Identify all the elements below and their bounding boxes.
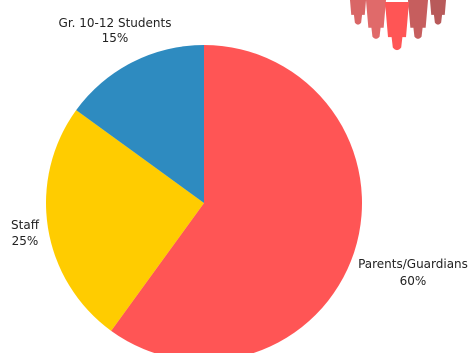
person-figure <box>385 2 409 51</box>
people-group-icon <box>349 0 447 51</box>
slice-label-parents: Parents/Guardians 60% <box>358 257 468 288</box>
slice-label-staff-name: Staff <box>11 218 40 232</box>
person-figure <box>349 0 367 25</box>
person-figure <box>429 0 447 25</box>
slice-label-parents-name: Parents/Guardians <box>358 257 468 271</box>
person-body-shape <box>385 2 409 51</box>
slice-label-students-name: Gr. 10-12 Students <box>59 16 172 30</box>
slice-label-students: Gr. 10-12 Students 15% <box>59 16 172 45</box>
person-body-shape <box>365 0 387 39</box>
slice-label-staff-percent: 25% <box>12 234 39 248</box>
slice-label-parents-percent: 60% <box>400 274 427 288</box>
person-body-shape <box>407 0 429 39</box>
pie-slices <box>46 45 362 353</box>
slice-label-staff: Staff 25% <box>11 218 40 248</box>
person-body-shape <box>429 0 447 25</box>
pie-slice-parents-guardians <box>111 45 362 353</box>
person-body-shape <box>349 0 367 25</box>
pie-slice-gr-10-12-students <box>76 45 204 203</box>
slice-label-students-percent: 15% <box>102 31 129 45</box>
person-figure <box>407 0 429 39</box>
person-figure <box>365 0 387 39</box>
pie-slice-staff <box>46 110 204 331</box>
